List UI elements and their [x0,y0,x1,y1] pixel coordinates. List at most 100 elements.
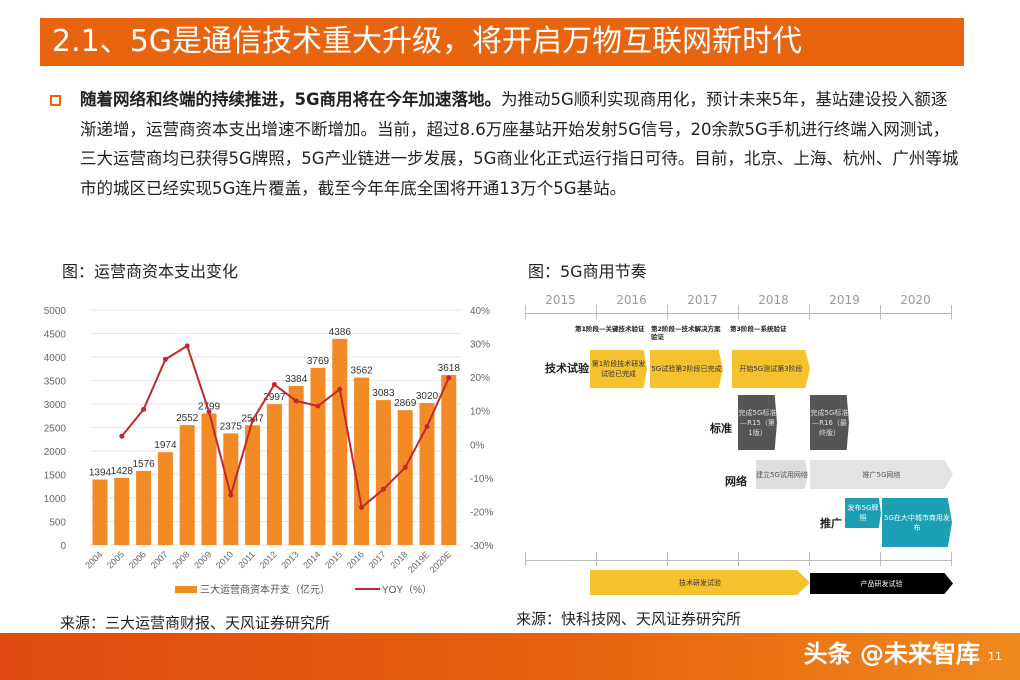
year-tick [809,305,810,319]
year-label: 2020 [900,293,931,307]
roadmap-diagram: 2015 2016 2017 2018 2019 2020 第1阶段—关键技术验证 第2阶段—… [520,290,970,600]
capex-chart: 0 500 1000 1500 2000 2500 3000 3500 4000 4500 5000… [44,306,494,596]
bar [157,452,173,545]
yoy-point [293,398,299,404]
phase-label: 第3阶段—系统验证 [730,325,787,333]
year-tick [667,305,668,319]
yoy-point [446,375,452,381]
year-tick [880,305,881,319]
right-source: 来源：快科技网、天风证券研究所 [516,610,742,628]
left-source: 来源：三大运营商财报、天风证券研究所 [60,614,331,632]
y-tick-label: 1500 [44,471,67,482]
slide-title: 2.1、5G是通信技术重大升级，将开启万物互联网新时代 [40,18,964,66]
year-tick [596,305,597,319]
yoy-point [271,382,277,388]
row-label: 标准 [710,422,732,435]
bar [375,400,391,545]
bar-label: 2799 [198,401,221,412]
paragraph-text: 为推动5G顺利实现商用化，预计未来5年，基站建设投入额逐渐递增，运营商资本支出增… [80,90,959,198]
bar-label: 3562 [350,366,373,377]
bar-label: 3618 [438,363,461,374]
bar [245,425,261,545]
roadmap-box: 建立5G试用网络 [756,460,808,489]
bar-label: 1394 [89,467,112,478]
yoy-point [228,492,234,498]
bottom-bar-tech: 技术研发试验 [590,570,810,595]
roadmap-box: 5G试验第2阶段已完成 [650,350,723,388]
roadmap-box: 第1阶段技术研发试验已完成 [590,350,647,388]
y2-tick-label: 10% [470,407,490,418]
row-label: 网络 [725,475,747,488]
yoy-point [141,406,147,412]
yoy-point [424,423,430,429]
x-tick-label: 2004 [83,549,104,570]
x-tick-label: 2017 [367,549,388,570]
yoy-point [359,504,365,510]
roadmap-box: 推广5G网络 [810,460,953,489]
bar-label: 3083 [372,388,395,399]
y-tick-label: 0 [60,541,66,552]
bar [354,377,370,545]
y-tick-label: 4500 [44,330,67,341]
x-tick-label: 2006 [127,549,148,570]
yoy-point [250,417,256,423]
watermark: 头条 @未来智库 [803,640,980,668]
row-label: 推广 [820,517,842,530]
phase-label: 第2阶段—技术解决方案验证 [651,325,721,341]
bar-label: 4386 [329,327,352,338]
yoy-point [380,486,386,492]
y-tick-label: 3500 [44,377,67,388]
bar [397,410,413,545]
year-tick [951,305,952,319]
yoy-point [206,409,212,415]
y-tick-label: 3000 [44,400,67,411]
year-tick [809,552,810,566]
x-tick-label: 2012 [258,549,279,570]
year-tick [667,552,668,566]
right-caption: 图：5G商用节奏 [528,262,647,281]
bar [332,338,348,545]
x-tick-label: 2019E [406,549,431,574]
x-tick-label: 2020E [428,549,453,574]
phase-label: 第1阶段—关键技术验证 [575,325,645,333]
legend-line-label: YOY（%） [382,584,432,596]
year-label: 2019 [829,293,860,307]
bar-label: 3020 [416,391,439,402]
yoy-point [402,464,408,470]
roadmap-box: 5G在大中城市商用发布 [882,498,952,547]
bar [201,413,217,545]
legend-bar-swatch [175,586,197,593]
yoy-point [162,356,168,362]
y-tick-label: 5000 [44,306,67,317]
y-tick-label: 1000 [44,494,67,505]
bar [441,374,457,545]
bullet-icon [50,95,61,106]
yoy-point [119,433,125,439]
year-tick [525,552,526,566]
y-tick-label: 2000 [44,447,67,458]
x-tick-label: 2016 [345,549,366,570]
y-tick-label: 2500 [44,424,67,435]
body-paragraph: 随着网络和终端的持续推进，5G商用将在今年加速落地。为推动5G顺利实现商用化，预… [80,85,960,203]
year-label: 2016 [616,293,647,307]
yoy-point [337,386,343,392]
x-tick-label: 2007 [149,549,170,570]
y2-tick-label: 0% [470,440,485,451]
roadmap-box: 完成5G标准—R15（第1版） [738,395,777,450]
row-label: 技术试验 [545,362,589,375]
legend-bar-label: 三大运营商资本开支（亿元） [200,583,330,596]
yoy-line [121,344,450,510]
y2-tick-label: -20% [470,507,493,518]
x-tick-label: 2010 [214,549,235,570]
y-tick-label: 4000 [44,353,67,364]
bar [419,403,435,545]
bar-label: 2375 [220,421,243,432]
year-tick [738,552,739,566]
bar-label: 1974 [154,440,177,451]
bar-label: 2997 [263,392,286,403]
bar [92,479,108,545]
year-tick [738,305,739,319]
bar [114,477,130,545]
year-tick [596,552,597,566]
bar-label: 1428 [111,466,134,477]
